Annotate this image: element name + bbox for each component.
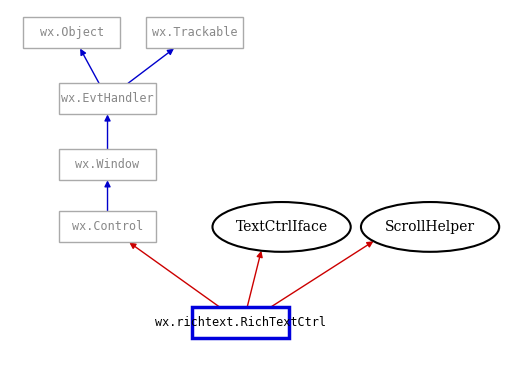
FancyBboxPatch shape xyxy=(59,149,156,180)
Text: wx.Window: wx.Window xyxy=(75,158,140,171)
FancyBboxPatch shape xyxy=(23,17,120,49)
Text: TextCtrlIface: TextCtrlIface xyxy=(236,220,328,234)
FancyBboxPatch shape xyxy=(59,211,156,242)
Text: wx.Trackable: wx.Trackable xyxy=(152,26,237,40)
FancyBboxPatch shape xyxy=(59,83,156,114)
Text: wx.Control: wx.Control xyxy=(72,220,143,234)
Text: wx.EvtHandler: wx.EvtHandler xyxy=(61,92,154,105)
Text: wx.Object: wx.Object xyxy=(39,26,104,40)
Text: ScrollHelper: ScrollHelper xyxy=(385,220,475,234)
Ellipse shape xyxy=(212,202,351,252)
FancyBboxPatch shape xyxy=(146,17,243,49)
FancyBboxPatch shape xyxy=(192,307,289,337)
Ellipse shape xyxy=(361,202,499,252)
Text: wx.richtext.RichTextCtrl: wx.richtext.RichTextCtrl xyxy=(155,315,326,329)
